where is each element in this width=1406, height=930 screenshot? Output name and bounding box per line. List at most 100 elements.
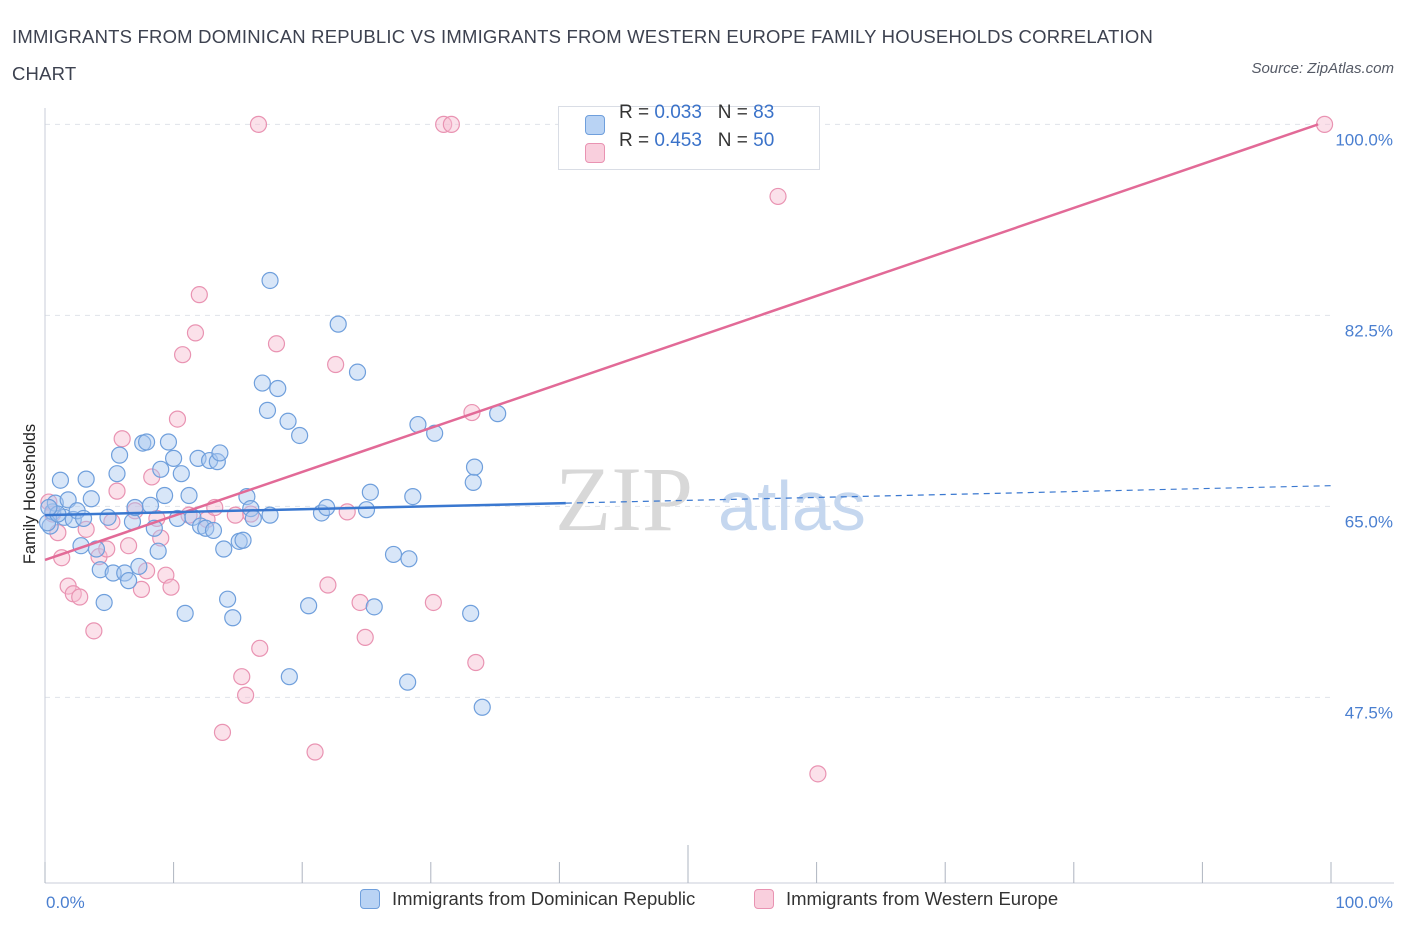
data-point-dominican [365,598,383,616]
y-tick-label: 47.5% [1345,703,1393,722]
data-point-western-europe [251,639,269,657]
data-point-western-europe [119,537,138,555]
data-point-western-europe [809,765,827,783]
data-point-dominican [219,590,237,608]
watermark: ZIP atlas [555,448,866,550]
stats-text-blue: R = 0.033 N = 83 [619,102,774,124]
trend-line-western-europe [44,123,1319,562]
data-point-western-europe [1315,115,1334,133]
data-point-dominican [137,433,156,451]
data-point-dominican [110,446,129,464]
data-point-dominican [159,433,178,451]
stats-n-label: N = [717,102,754,123]
data-point-dominican [244,509,262,528]
legend-label: Immigrants from Dominican Republic [392,888,696,909]
watermark-zip: ZIP [555,448,693,550]
stats-box: R = 0.033 N = 83 R = 0.453 N = 50 [558,102,820,170]
data-point-dominican [77,470,95,488]
data-point-dominican [348,363,367,381]
data-point-dominican [464,473,482,492]
data-point-dominican [280,668,298,686]
data-point-dominican [279,412,297,430]
data-point-western-europe [249,115,268,133]
data-point-dominican [404,487,422,506]
data-point-western-europe [174,346,192,364]
data-point-dominican [91,561,109,579]
stats-r-value: 0.453 [654,130,702,151]
data-point-dominican [95,593,113,612]
data-point-western-europe [162,578,180,596]
x-tick-label: 0.0% [46,893,85,912]
data-point-dominican [176,604,194,622]
data-point-dominican [82,490,100,508]
data-point-dominican [51,471,70,489]
data-point-western-europe [424,593,442,612]
y-tick-label: 65.0% [1345,512,1393,531]
data-point-western-europe [267,335,286,353]
data-point-dominican [40,498,58,517]
stats-n-label: N = [717,130,754,151]
data-point-dominican [399,673,417,691]
data-point-western-europe [71,588,89,606]
data-point-western-europe [113,430,131,448]
data-point-western-europe [85,622,103,640]
trend-line-dominican [44,501,566,517]
source-label: Source: ZipAtlas.com [1251,60,1394,77]
data-point-western-europe [338,503,356,521]
data-point-dominican [172,465,190,483]
data-point-dominican [234,531,252,549]
data-point-western-europe [356,628,374,647]
stats-n-value: 83 [753,102,775,123]
legend-item-dominican-republic[interactable]: Immigrants from Dominican Republic [360,888,695,910]
watermark-atlas: atlas [718,467,866,545]
data-point-dominican [291,426,309,445]
data-point-dominican [400,550,418,568]
data-point-dominican [119,572,138,590]
data-point-dominican [204,521,223,540]
trend-lines [44,123,1332,562]
data-point-western-europe [237,686,255,704]
data-point-dominican [99,508,117,526]
stats-n-value: 50 [753,130,775,151]
stats-swatch-blue [585,115,605,135]
data-point-dominican [141,496,160,514]
legend-swatch-pink [754,889,774,909]
data-point-dominican [462,604,480,622]
data-point-western-europe [186,324,205,342]
data-point-dominican [253,374,271,392]
stats-r-value: 0.033 [654,102,702,123]
data-point-dominican [357,501,376,519]
stats-r-label: R = [619,102,655,123]
data-point-dominican [130,557,148,576]
data-point-dominican [465,458,484,476]
data-point-dominican [361,483,379,501]
x-tick-label: 100.0% [1335,893,1393,912]
stats-text-pink: R = 0.453 N = 50 [619,130,774,152]
data-point-western-europe [769,187,787,206]
data-point-dominican [165,449,183,467]
data-point-dominican [74,509,93,528]
data-point-dominican [108,465,126,483]
data-point-western-europe [152,529,170,547]
data-point-western-europe [77,520,95,538]
data-point-dominican [180,486,198,505]
y-axis-label: Family Households [21,424,39,564]
data-point-western-europe [233,668,251,686]
data-point-dominican [211,444,229,462]
data-point-dominican [261,271,279,290]
data-point-dominican [155,486,174,505]
data-point-western-europe [108,482,126,500]
chart-title: IMMIGRANTS FROM DOMINICAN REPUBLIC VS IM… [12,26,1154,84]
data-point-western-europe [327,355,345,374]
data-point-western-europe [319,576,337,594]
tick-labels: 100.0% 82.5% 65.0% 47.5% 0.0% 100.0% [46,130,1393,912]
data-point-dominican [473,698,491,716]
data-point-western-europe [306,743,324,761]
legend-item-western-europe[interactable]: Immigrants from Western Europe [754,888,1058,910]
y-tick-label: 82.5% [1345,321,1393,340]
legend-swatch-blue [360,889,380,909]
stats-r-label: R = [619,130,655,151]
data-point-western-europe [213,723,232,741]
data-point-western-europe [351,593,369,612]
